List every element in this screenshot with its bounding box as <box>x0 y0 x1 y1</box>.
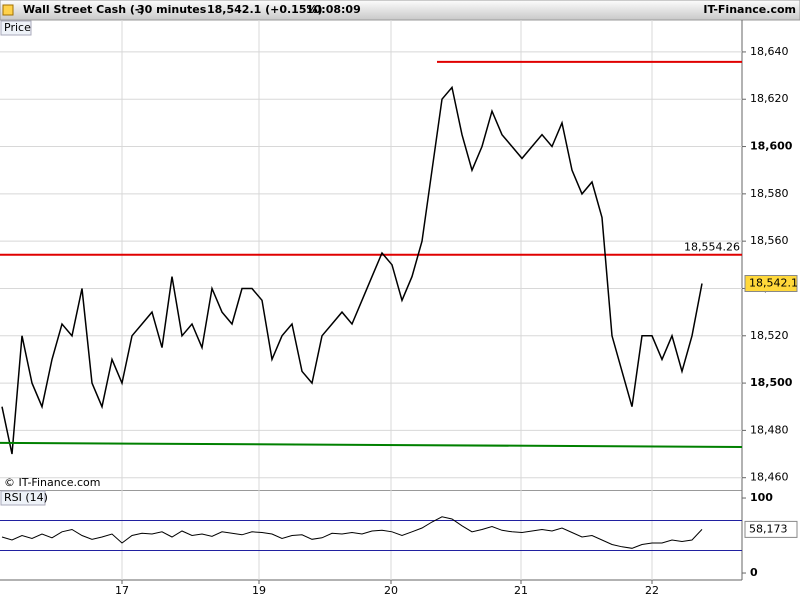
interval: 30 minutes <box>137 3 207 16</box>
pane-label-box <box>0 20 32 36</box>
y-tick-label: 18,620 <box>750 92 789 105</box>
pane-label: RSI (14) <box>4 491 48 504</box>
x-tick-label: 20 <box>384 584 398 597</box>
y-tick-label: 18,520 <box>750 329 789 342</box>
y-tick-label: 18,560 <box>750 234 789 247</box>
header-icon <box>2 4 14 16</box>
y-tick-label: 18,480 <box>750 423 789 436</box>
x-tick-label: 21 <box>514 584 528 597</box>
brand: IT-Finance.com <box>703 3 796 16</box>
rsi-line <box>1 516 703 549</box>
y-tick-label: 0 <box>750 566 758 579</box>
y-tick-label: 18,580 <box>750 187 789 200</box>
x-tick-label: 22 <box>645 584 659 597</box>
instrument-title: Wall Street Cash (-) <box>23 3 144 16</box>
header-bar <box>0 0 800 21</box>
quote: 18,542.1 (+0.15%) <box>207 3 323 16</box>
pane-separator <box>0 490 742 491</box>
y-tick-label: 18,460 <box>750 471 789 484</box>
price-line <box>1 85 703 455</box>
last-value-label: 18,542.1 <box>749 277 798 290</box>
x-tick-label: 19 <box>252 584 266 597</box>
last-value-label: 58,173 <box>749 522 788 535</box>
y-tick-label: 18,640 <box>750 45 789 58</box>
time: 10:08:09 <box>306 3 361 16</box>
x-tick-label: 17 <box>115 584 129 597</box>
watermark: © IT-Finance.com <box>4 476 101 489</box>
last-value-box <box>744 520 798 538</box>
level-label: 18,554.26 <box>684 241 740 254</box>
y-tick-label: 18,600 <box>750 140 793 153</box>
pane-label: Price <box>4 21 31 34</box>
trendline <box>0 441 743 448</box>
last-value-box <box>744 275 798 293</box>
y-tick-label: 100 <box>750 491 773 504</box>
pane-label-box <box>0 490 46 506</box>
y-tick-label: 18,500 <box>750 376 793 389</box>
